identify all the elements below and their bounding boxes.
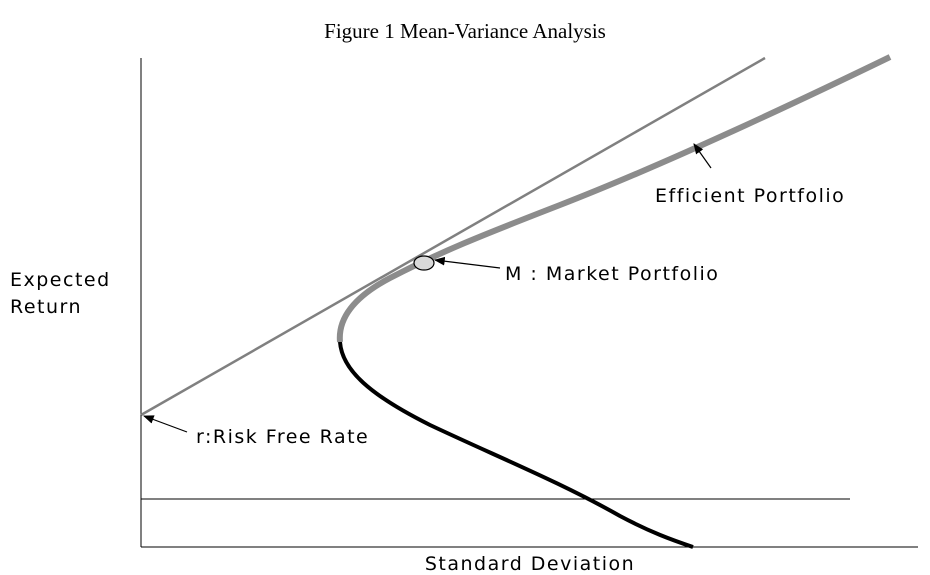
y-axis-label: Return — [10, 296, 82, 318]
annotation: Efficient Portfolio — [655, 185, 845, 207]
annotation: r:Risk Free Rate — [196, 426, 369, 448]
y-axis-label: Expected — [10, 269, 111, 291]
arrow — [693, 143, 712, 169]
market-point — [413, 255, 435, 271]
capital-market-line — [140, 56, 766, 417]
arrow — [433, 256, 501, 269]
inefficient-frontier — [338, 341, 694, 549]
arrow — [142, 415, 188, 433]
efficient-frontier — [336, 54, 892, 343]
annotation: M : Market Portfolio — [505, 263, 719, 285]
x-axis-label: Standard Deviation — [425, 553, 635, 575]
title: Figure 1 Mean-Variance Analysis — [324, 19, 606, 43]
